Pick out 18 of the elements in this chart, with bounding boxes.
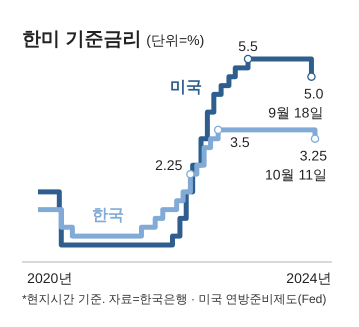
series-label: 미국 xyxy=(170,79,202,96)
x-tick-label: 2020년 xyxy=(27,270,72,286)
data-label: 2.25 xyxy=(155,157,183,174)
point xyxy=(186,170,195,178)
point xyxy=(307,72,316,81)
point xyxy=(214,126,222,134)
data-label: 5.0 xyxy=(304,86,324,102)
point xyxy=(244,54,252,64)
series-label: 한국 xyxy=(92,207,124,224)
x-tick-label: 2024년 xyxy=(286,270,332,286)
data-label: 3.5 xyxy=(230,134,250,150)
text: *현지시간 기준. 자료=한국은행 · 미국 연방준비제도(Fed) xyxy=(22,292,326,306)
data-label: 3.25 xyxy=(300,148,328,164)
chart-subtitle: (단위=%) xyxy=(146,32,204,48)
chart-title: 한미 기준금리 xyxy=(22,29,142,50)
data-label: 5.5 xyxy=(238,38,258,54)
annotation: 10월 11일 xyxy=(265,166,328,183)
annotation: 9월 18일 xyxy=(268,104,324,121)
